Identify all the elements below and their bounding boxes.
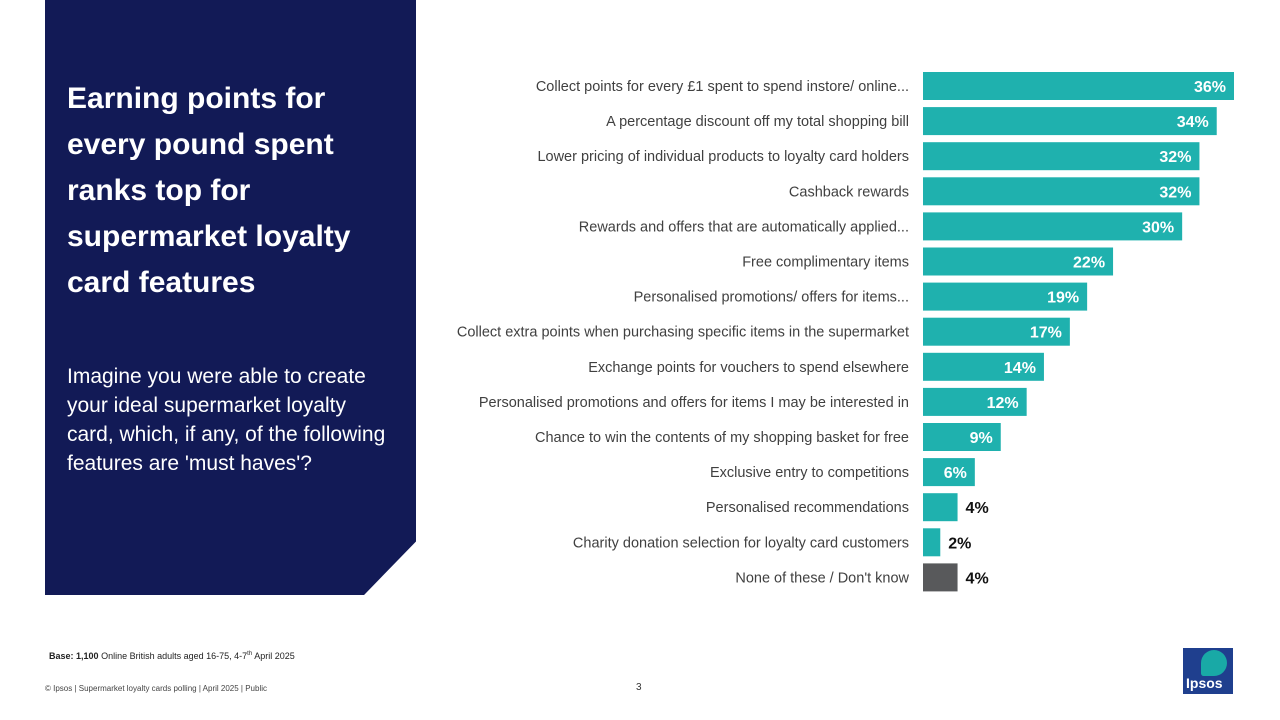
base-text: Online British adults aged 16-75, 4-7: [101, 651, 248, 661]
category-label: Personalised promotions and offers for i…: [479, 395, 909, 411]
category-label: Lower pricing of individual products to …: [537, 149, 909, 165]
category-label: Cashback rewards: [789, 184, 909, 200]
copyright-footer: © Ipsos | Supermarket loyalty cards poll…: [45, 684, 268, 693]
base-note: Base: 1,100 Online British adults aged 1…: [49, 651, 295, 661]
data-label: 17%: [1030, 325, 1062, 342]
data-label: 19%: [1047, 290, 1079, 307]
bar-chart: Collect points for every £1 spent to spe…: [457, 72, 1234, 592]
bar: [923, 493, 958, 522]
base-tail: April 2025: [254, 651, 295, 661]
bar: [923, 423, 1001, 451]
category-label: Collect points for every £1 spent to spe…: [536, 79, 909, 95]
bar: [923, 72, 1234, 100]
data-label: 2%: [948, 535, 971, 552]
bar: [923, 352, 1044, 381]
bar: [923, 142, 1200, 171]
bar: [923, 177, 1200, 206]
bar: [923, 317, 1070, 346]
data-label: 4%: [966, 500, 989, 517]
bar: [923, 563, 958, 592]
bar: [923, 212, 1183, 241]
logo-text: Ipsos: [1186, 675, 1223, 691]
bar: [923, 528, 941, 557]
data-label: 6%: [944, 465, 967, 482]
base-sup: th: [247, 651, 253, 657]
category-label: Free complimentary items: [742, 255, 909, 271]
data-label: 22%: [1073, 255, 1105, 272]
category-label: None of these / Don't know: [735, 570, 909, 586]
category-label: Personalised recommendations: [706, 500, 909, 516]
data-label: 4%: [966, 570, 989, 587]
data-label: 36%: [1194, 79, 1226, 96]
data-label: 9%: [970, 430, 993, 447]
category-label: Exclusive entry to competitions: [710, 465, 909, 481]
category-label: Exchange points for vouchers to spend el…: [588, 360, 909, 376]
logo-shape-icon: [1201, 650, 1227, 676]
ipsos-logo: Ipsos: [1183, 648, 1233, 694]
category-label: Personalised promotions/ offers for item…: [634, 290, 909, 306]
bar: [923, 458, 975, 487]
data-label: 14%: [1004, 360, 1036, 377]
data-label: 30%: [1142, 219, 1174, 236]
bar: [923, 282, 1088, 311]
data-label: 34%: [1177, 114, 1209, 131]
category-label: Collect extra points when purchasing spe…: [457, 325, 909, 341]
category-label: A percentage discount off my total shopp…: [606, 114, 909, 130]
category-label: Chance to win the contents of my shoppin…: [535, 430, 909, 446]
base-label: Base:: [49, 651, 74, 661]
base-value: 1,100: [76, 651, 99, 661]
survey-question: Imagine you were able to create your ide…: [67, 365, 386, 475]
bar: [923, 247, 1114, 276]
bar: [923, 387, 1027, 416]
page-number: 3: [636, 682, 642, 693]
slide-title: Earning points for every pound spent ran…: [67, 82, 351, 299]
category-label: Charity donation selection for loyalty c…: [573, 535, 909, 551]
data-label: 32%: [1159, 149, 1191, 166]
category-label: Rewards and offers that are automaticall…: [579, 219, 909, 235]
title-panel: [45, 0, 416, 595]
bar: [923, 107, 1217, 136]
data-label: 32%: [1159, 184, 1191, 201]
data-label: 12%: [987, 395, 1019, 412]
